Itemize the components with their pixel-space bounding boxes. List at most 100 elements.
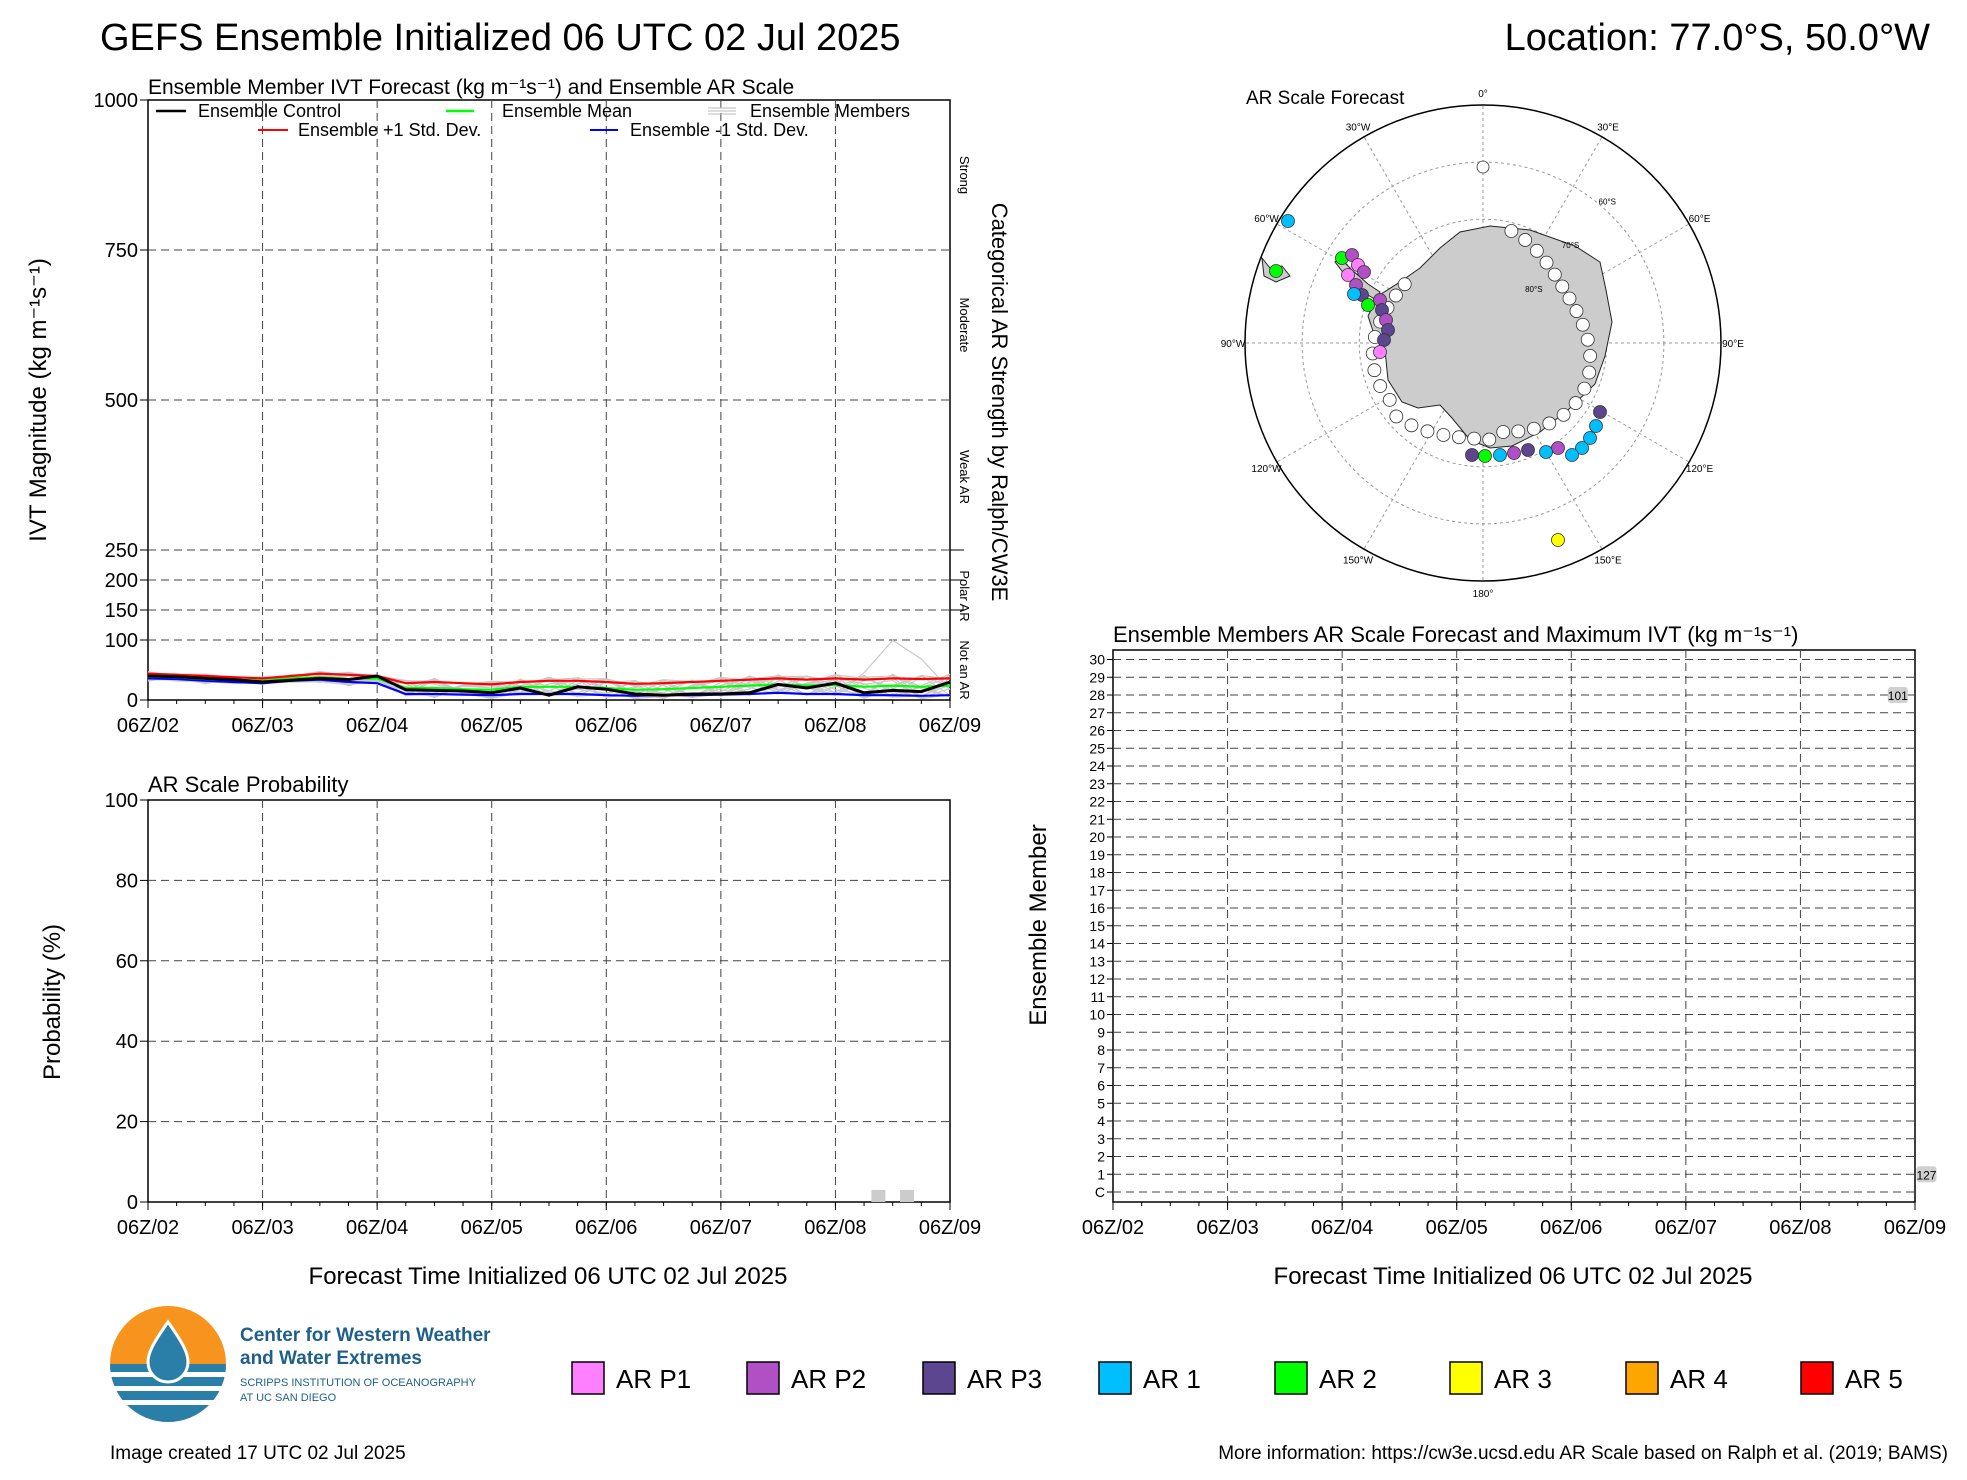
- map-marker-none: [1526, 421, 1541, 436]
- members-xtick-label: 06Z/05: [1426, 1217, 1488, 1239]
- map-marker-ar: [1575, 441, 1589, 455]
- legend-swatch-ar-3: [1449, 1361, 1483, 1395]
- map-marker-ar: [1507, 446, 1521, 460]
- legend-swatch-ar-2: [1274, 1361, 1308, 1395]
- map-marker-ar: [1357, 265, 1371, 279]
- members-ytick-label: 10: [1089, 1007, 1105, 1023]
- members-x-tick-labels: 06Z/02 06Z/03 06Z/04 06Z/05 06Z/06 06Z/07 06Z/…: [1082, 1217, 1946, 1239]
- legend-members-swatch: [708, 107, 736, 115]
- prob-xtick-label: 06Z/09: [919, 1217, 981, 1239]
- map-lat-label: 80°S: [1525, 285, 1542, 294]
- legend-label-ar-p1: AR P1: [616, 1364, 691, 1394]
- members-ivt-badge: [1887, 687, 1908, 703]
- map-marker-none: [1542, 416, 1557, 431]
- members-xtick-label: 06Z/06: [1540, 1217, 1602, 1239]
- map-marker-none: [1547, 267, 1562, 282]
- map-marker-none: [1482, 432, 1497, 447]
- ivt-member-lines: [147, 639, 951, 700]
- map-marker-ar: [1478, 449, 1492, 463]
- members-ytick-label: 19: [1089, 847, 1105, 863]
- members-ytick-label: 6: [1097, 1078, 1105, 1094]
- ivt-ytick-label: 250: [105, 540, 138, 562]
- members-ytick-label: 7: [1097, 1060, 1105, 1076]
- map-lon-label: 30°E: [1597, 122, 1619, 133]
- prob-ytick-label: 20: [116, 1112, 138, 1134]
- ivt-x-tick-labels: 06Z/02 06Z/03 06Z/04 06Z/05 06Z/06 06Z/07 06Z/…: [117, 715, 981, 737]
- map-marker-ar: [1465, 448, 1479, 462]
- category-weak: Weak AR: [957, 450, 972, 504]
- prob-bar: [871, 1189, 886, 1202]
- ivt-ytick-label: 750: [105, 240, 138, 262]
- ivt-xtick-label: 06Z/03: [231, 715, 293, 737]
- ivt-xtick-label: 06Z/06: [575, 715, 637, 737]
- prob-xtick-label: 06Z/05: [461, 1217, 523, 1239]
- map-meridian: [1276, 342, 1484, 463]
- category-strong: Strong: [957, 156, 972, 194]
- map-marker-none: [1580, 332, 1595, 347]
- legend-swatch-ar-p3: [922, 1361, 956, 1395]
- footer-created: Image created 17 UTC 02 Jul 2025: [110, 1443, 406, 1464]
- members-ytick-label: 23: [1089, 776, 1105, 792]
- ivt-panel: Ensemble Member IVT Forecast (kg m⁻¹s⁻¹)…: [25, 76, 1012, 737]
- map-marker-none: [1568, 396, 1583, 410]
- map-marker-none: [1397, 277, 1412, 292]
- ivt-ytick-label: 200: [105, 570, 138, 592]
- map-marker-ar: [1347, 287, 1361, 301]
- map-marker-ar: [1539, 445, 1553, 459]
- ivt-ytick-label: 0: [127, 690, 138, 712]
- members-ytick-label: C: [1095, 1184, 1105, 1200]
- map-marker-none: [1577, 381, 1592, 396]
- map-marker-ar: [1593, 405, 1607, 419]
- legend-label-ar-p3: AR P3: [967, 1364, 1042, 1394]
- ivt-series-lines: [147, 672, 951, 697]
- members-ivt-badge: [1916, 1166, 1937, 1183]
- logo-line2: and Water Extremes: [240, 1348, 422, 1369]
- prob-ytick-label: 80: [116, 870, 138, 892]
- footer-info: More information: https://cw3e.ucsd.edu …: [1218, 1443, 1948, 1464]
- map-marker-none: [1518, 233, 1533, 247]
- map-meridian: [1363, 342, 1484, 550]
- members-ytick-label: 20: [1089, 829, 1105, 845]
- map-meridian: [1276, 223, 1484, 344]
- map-marker-none: [1452, 430, 1466, 445]
- map-marker-none: [1476, 160, 1490, 174]
- ivt-grid: [140, 99, 964, 708]
- prob-y-axis-label: Probability (%): [39, 924, 66, 1080]
- map-lon-label: 60°E: [1689, 214, 1711, 225]
- map-meridian: [1482, 223, 1690, 344]
- members-y-tick-labels: C123456789101112131415161718192021222324…: [1089, 652, 1105, 1201]
- map-lon-label: 0°: [1478, 89, 1488, 100]
- water-drop-icon: [146, 1319, 190, 1384]
- map-marker-none: [1529, 243, 1544, 258]
- prob-ytick-label: 100: [105, 790, 138, 812]
- legend-minus-std-label: Ensemble -1 Std. Dev.: [630, 120, 809, 140]
- map-lon-label: 150°E: [1594, 556, 1622, 567]
- map-marker-none: [1582, 365, 1597, 380]
- prob-xtick-label: 06Z/08: [804, 1217, 866, 1239]
- ar-scale-legend: AR P1 AR P2 AR P3 AR 1 AR 2 AR 3 AR 4 AR 5: [571, 1361, 1903, 1395]
- map-ar-markers: [1269, 160, 1607, 547]
- map-marker-none: [1583, 348, 1598, 363]
- map-marker-ar: [1373, 345, 1387, 359]
- logo-line4: AT UC SAN DIEGO: [240, 1392, 337, 1404]
- ivt-xtick-label: 06Z/02: [117, 715, 179, 737]
- map-lat-label: 60°S: [1599, 197, 1616, 206]
- map-marker-none: [1511, 424, 1526, 439]
- prob-xtick-label: 06Z/07: [690, 1217, 752, 1239]
- members-xtick-label: 06Z/03: [1196, 1217, 1258, 1239]
- map-marker-none: [1562, 291, 1577, 306]
- map-marker-none: [1389, 409, 1404, 424]
- members-xtick-label: 06Z/02: [1082, 1217, 1144, 1239]
- map-meridian: [1482, 342, 1603, 550]
- map-lon-label: 120°W: [1251, 464, 1282, 475]
- map-marker-none: [1575, 317, 1590, 332]
- ivt-series-ensemble-1-std-dev-: [147, 672, 951, 686]
- members-ytick-label: 24: [1089, 758, 1105, 774]
- legend-swatch-ar-p1: [571, 1361, 605, 1395]
- map-marker-ar: [1377, 333, 1391, 347]
- cw3e-logo: Center for Western Weather and Water Ext…: [110, 1306, 491, 1422]
- map-marker-none: [1556, 407, 1571, 422]
- ivt-ytick-label: 1000: [94, 90, 139, 112]
- members-ytick-label: 25: [1089, 740, 1105, 756]
